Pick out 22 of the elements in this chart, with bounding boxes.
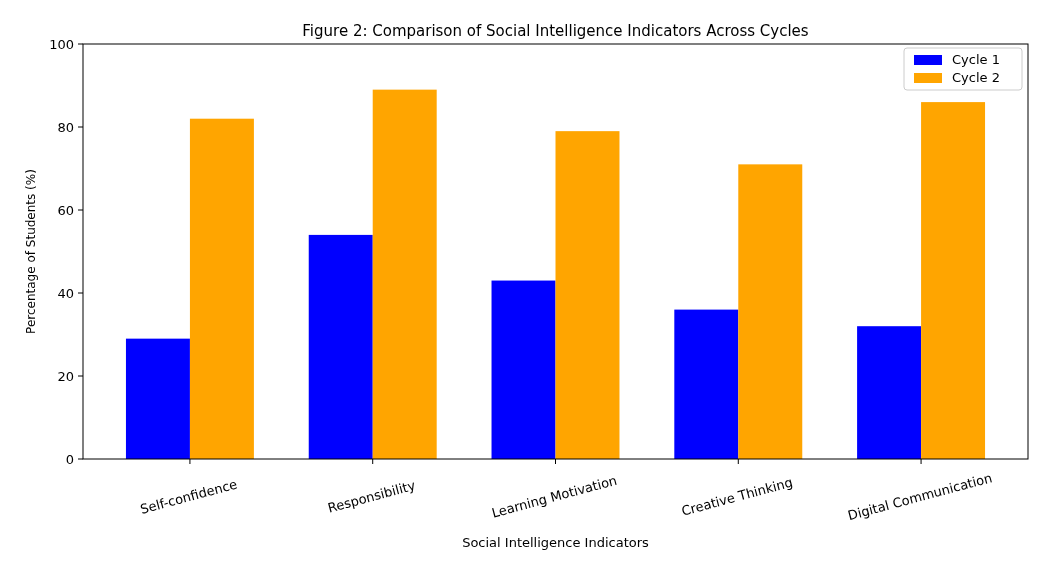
- y-tick-label: 80: [57, 119, 74, 135]
- legend-label: Cycle 2: [952, 70, 1000, 85]
- x-tick-label: Creative Thinking: [679, 474, 795, 519]
- bar: [738, 164, 803, 459]
- y-tick-label: 100: [49, 36, 74, 52]
- legend-label: Cycle 1: [952, 52, 1000, 67]
- y-tick-label: 0: [65, 451, 74, 467]
- y-tick-label: 60: [57, 202, 74, 218]
- x-axis-title: Social Intelligence Indicators: [462, 535, 650, 550]
- chart-title: Figure 2: Comparison of Social Intelligence Indicators Across Cycles: [302, 22, 809, 40]
- y-tick-label: 40: [57, 285, 74, 301]
- y-tick-label: 20: [57, 368, 74, 384]
- bar: [125, 338, 190, 459]
- bar: [857, 326, 922, 459]
- bar: [308, 234, 373, 459]
- bar: [372, 89, 437, 459]
- bar: [921, 102, 986, 459]
- y-axis-title: Percentage of Students (%): [24, 169, 38, 334]
- bar: [555, 131, 620, 459]
- bar: [491, 280, 556, 459]
- bar: [189, 118, 254, 459]
- bar: [674, 309, 739, 459]
